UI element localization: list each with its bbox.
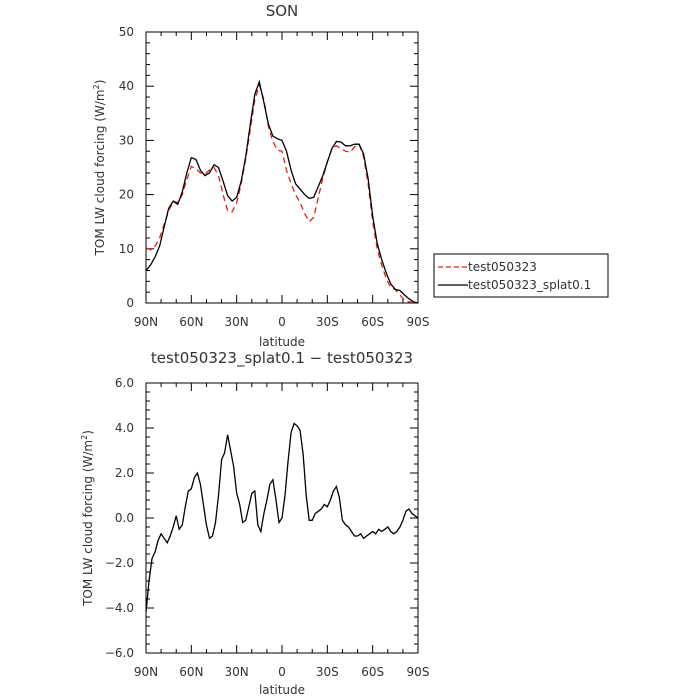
y-tick-label: −4.0 [105, 601, 134, 615]
x-tick-label: 30N [225, 315, 249, 329]
y-axis-label: TOM LW cloud forcing (W/m2) [92, 80, 107, 257]
x-tick-label: 60N [179, 665, 203, 679]
x-tick-label: 60S [361, 665, 384, 679]
y-axis-label: TOM LW cloud forcing (W/m2) [80, 430, 95, 607]
y-tick-label: 20 [119, 188, 134, 202]
y-tick-label: 2.0 [115, 466, 134, 480]
x-axis-label: latitude [259, 335, 305, 349]
x-tick-label: 30S [316, 665, 339, 679]
y-tick-label: 6.0 [115, 376, 134, 390]
x-tick-label: 60N [179, 315, 203, 329]
y-tick-label: 0 [126, 296, 134, 310]
y-axis-label-end: ) [93, 80, 107, 85]
chart-panel-1: SON 0 10 20 30 40 50 90N 60N 30N 0 30S 60S 90S latitud… [92, 2, 609, 349]
legend-label: test050323_splat0.1 [468, 278, 591, 292]
plot-frame [145, 31, 419, 304]
y-tick-label: 0.0 [115, 511, 134, 525]
x-tick-label: 90N [134, 315, 158, 329]
y-axis-label-sup: 2 [80, 435, 89, 440]
y-axis-label-sup: 2 [92, 84, 101, 89]
y-tick-label: 10 [119, 242, 134, 256]
x-tick-label: 90S [407, 315, 430, 329]
difference-line [145, 422, 419, 613]
y-tick-label: 30 [119, 133, 134, 147]
y-tick-label: −6.0 [105, 646, 134, 660]
y-axis-label-end: ) [81, 430, 95, 435]
chart-title: test050323_splat0.1 − test050323 [151, 349, 413, 368]
y-tick-label: −2.0 [105, 556, 134, 570]
x-tick-label: 90S [407, 665, 430, 679]
x-tick-label: 60S [361, 315, 384, 329]
y-tick-label: 40 [119, 79, 134, 93]
y-tick-label: 4.0 [115, 421, 134, 435]
x-tick-label: 0 [278, 665, 286, 679]
x-tick-label: 30S [316, 315, 339, 329]
x-tick-label: 90N [134, 665, 158, 679]
x-axis-label: latitude [259, 683, 305, 697]
y-tick-label: 50 [119, 25, 134, 39]
legend-label: test050323 [468, 260, 537, 274]
legend: test050323 test050323_splat0.1 [433, 253, 609, 298]
chart-panel-2: test050323_splat0.1 − test050323 −6.0 −4.0… [80, 349, 429, 697]
series-line-test050323-splat0-1 [145, 79, 419, 304]
series-line-test050323 [145, 82, 419, 304]
legend-box [433, 253, 609, 298]
y-axis-label-main: TOM LW cloud forcing (W/m [81, 440, 95, 607]
x-tick-label: 0 [278, 315, 286, 329]
chart-title: SON [266, 2, 299, 20]
y-axis-label-main: TOM LW cloud forcing (W/m [93, 89, 107, 256]
x-tick-label: 30N [225, 665, 249, 679]
